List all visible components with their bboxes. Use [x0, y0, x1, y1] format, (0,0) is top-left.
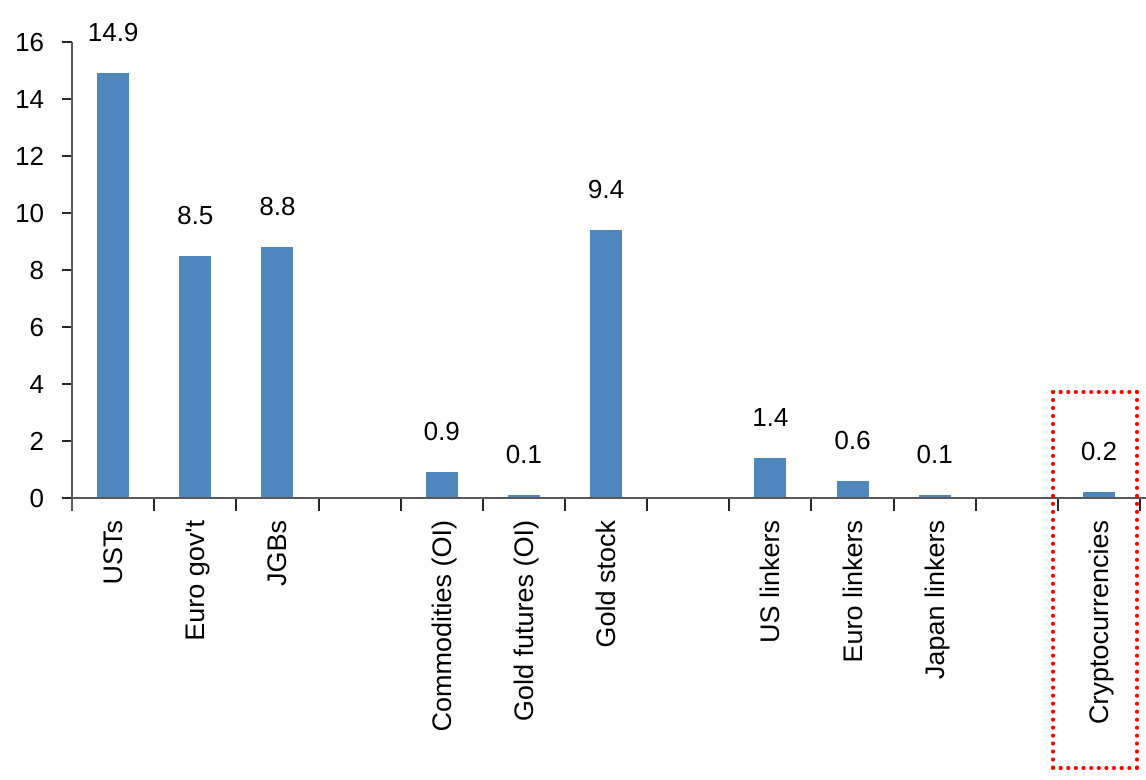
category-label: Japan linkers [919, 520, 950, 680]
highlight-box [1050, 390, 1139, 770]
y-tick [62, 440, 72, 442]
x-tick [563, 497, 566, 511]
bar-value-label: 0.1 [505, 439, 542, 470]
x-tick [1056, 497, 1059, 511]
category-label: JGBs [262, 520, 293, 587]
bar [590, 230, 622, 498]
category-label: Commodities (OI) [426, 520, 457, 732]
category-label: USTs [98, 520, 129, 585]
y-tick-label: 16 [15, 27, 44, 57]
y-tick-label: 2 [29, 426, 44, 456]
category-label: Euro gov't [180, 520, 211, 641]
y-tick [62, 269, 72, 271]
x-tick [1139, 497, 1141, 511]
x-tick [399, 497, 402, 511]
x-tick [481, 497, 484, 511]
bar-value-label: 14.9 [87, 17, 139, 48]
bar [754, 458, 787, 498]
bar-value-label: 1.4 [752, 402, 789, 433]
bar-value-label: 0.2 [1080, 436, 1117, 467]
x-axis-line [71, 497, 1146, 499]
y-tick-label: 0 [29, 483, 44, 513]
category-label: Gold stock [591, 520, 621, 648]
x-tick [646, 497, 649, 511]
bar-value-label: 8.8 [259, 191, 296, 222]
x-tick [728, 497, 731, 511]
y-tick-label: 6 [29, 312, 44, 342]
y-tick-label: 12 [15, 141, 44, 171]
x-tick [317, 497, 320, 511]
category-label: Gold futures (OI) [508, 520, 539, 722]
bar-value-label: 8.5 [177, 199, 214, 230]
x-tick [153, 497, 156, 511]
bar-value-label: 0.6 [834, 424, 871, 455]
y-tick [62, 212, 72, 214]
y-tick-label: 14 [15, 84, 44, 114]
bar-value-label: 9.4 [587, 174, 625, 205]
bar [261, 247, 294, 498]
bar [97, 73, 130, 498]
x-tick [235, 497, 238, 511]
bar [507, 495, 540, 498]
x-tick [892, 497, 895, 511]
category-label: Euro linkers [837, 520, 868, 663]
y-axis-line [71, 42, 73, 511]
category-label: US linkers [755, 520, 786, 644]
bar [918, 495, 951, 498]
y-tick [62, 155, 72, 157]
y-tick-label: 8 [29, 255, 44, 285]
y-tick-label: 10 [15, 198, 44, 228]
x-tick [810, 497, 813, 511]
bar-value-label: 0.9 [423, 416, 460, 447]
bar-value-label: 0.1 [916, 439, 953, 470]
bar [179, 255, 212, 499]
x-tick [974, 497, 977, 511]
bar [425, 472, 458, 499]
y-tick [62, 383, 72, 385]
y-tick [62, 497, 72, 499]
y-tick [62, 41, 72, 43]
bar [1082, 492, 1115, 498]
bar [836, 480, 869, 498]
y-tick [62, 326, 72, 328]
y-tick-label: 4 [29, 369, 44, 399]
y-tick [62, 98, 72, 100]
